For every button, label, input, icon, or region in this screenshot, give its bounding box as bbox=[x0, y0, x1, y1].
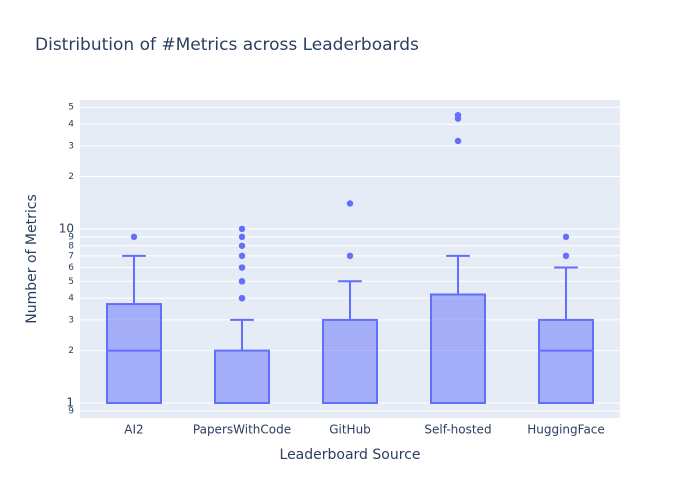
outlier bbox=[238, 264, 246, 271]
outlier bbox=[238, 233, 246, 241]
y-tick-label: 4 bbox=[68, 294, 74, 304]
outlier bbox=[130, 233, 138, 241]
box bbox=[214, 349, 270, 404]
outlier bbox=[454, 111, 462, 119]
outlier bbox=[346, 252, 354, 260]
outlier bbox=[238, 294, 246, 302]
x-tick-label: PapersWithCode bbox=[193, 423, 291, 437]
y-tick-label: 9 bbox=[68, 232, 74, 242]
y-tick-label: 5 bbox=[68, 277, 74, 287]
outlier bbox=[562, 252, 570, 260]
box bbox=[322, 318, 378, 404]
outlier bbox=[346, 200, 354, 207]
y-tick-label: 1 bbox=[66, 395, 74, 409]
chart-title: Distribution of #Metrics across Leaderbo… bbox=[35, 35, 419, 55]
box bbox=[430, 293, 486, 404]
x-tick-label: Self-hosted bbox=[424, 423, 491, 437]
box bbox=[538, 318, 594, 404]
y-tick-label: 3 bbox=[68, 141, 74, 151]
y-tick-label: 3 bbox=[68, 315, 74, 325]
outlier bbox=[238, 252, 246, 260]
y-tick-label: 4 bbox=[68, 120, 74, 130]
x-tick-label: GitHub bbox=[329, 423, 371, 437]
y-tick-label: 9 bbox=[68, 406, 74, 416]
y-tick-label: 7 bbox=[68, 251, 74, 261]
outlier bbox=[454, 137, 462, 145]
y-tick-label: 5 bbox=[68, 103, 74, 113]
outlier bbox=[562, 233, 570, 241]
outlier bbox=[238, 278, 246, 285]
x-tick-label: HuggingFace bbox=[527, 423, 605, 437]
y-tick-label: 10 bbox=[59, 221, 74, 235]
y-tick-label: 6 bbox=[68, 263, 74, 273]
y-tick-label: 2 bbox=[68, 346, 74, 356]
x-axis-title: Leaderboard Source bbox=[280, 447, 421, 463]
box bbox=[106, 303, 162, 404]
outlier bbox=[238, 225, 246, 233]
y-axis-title: Number of Metrics bbox=[24, 194, 40, 323]
x-tick-label: AI2 bbox=[124, 423, 143, 437]
outlier bbox=[238, 242, 246, 249]
y-tick-label: 8 bbox=[68, 241, 74, 251]
y-tick-label: 2 bbox=[68, 172, 74, 182]
